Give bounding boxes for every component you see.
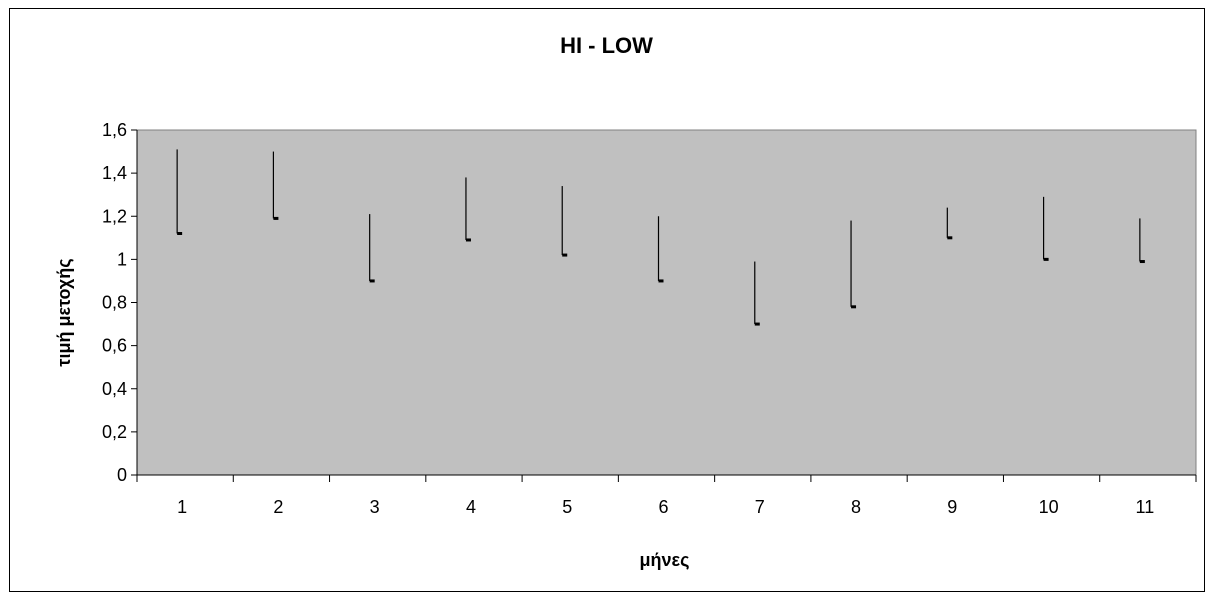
low-marker — [947, 236, 953, 240]
x-tick-label: 1 — [177, 497, 187, 517]
x-tick-label: 5 — [562, 497, 572, 517]
y-axis-title: τιμή μετοχής — [54, 258, 74, 366]
plot-area — [136, 129, 1197, 476]
low-marker — [273, 216, 279, 220]
low-marker — [369, 279, 375, 283]
low-marker — [851, 305, 857, 309]
y-tick-label: 0,4 — [102, 379, 127, 399]
y-tick-label: 1,2 — [102, 206, 127, 226]
low-marker — [658, 279, 664, 283]
x-tick-label: 6 — [658, 497, 668, 517]
y-tick-label: 1 — [117, 249, 127, 269]
x-axis-title: μήνες — [640, 550, 690, 570]
low-marker — [465, 238, 471, 242]
x-tick-label: 7 — [755, 497, 765, 517]
x-tick-label: 10 — [1039, 497, 1059, 517]
y-axis: 0 0,2 0,4 0,6 0,8 1 1,2 1,4 1,6 — [102, 120, 138, 485]
y-tick-label: 0 — [117, 465, 127, 485]
low-marker — [177, 232, 183, 235]
low-marker — [1139, 260, 1145, 264]
y-tick-label: 0,2 — [102, 422, 127, 442]
low-marker — [562, 253, 568, 257]
chart-title: HI - LOW — [560, 33, 653, 58]
hi-low-marks — [176, 149, 1145, 326]
x-tick-label: 9 — [947, 497, 957, 517]
x-axis: 1 2 3 4 5 6 7 8 9 10 11 — [136, 474, 1197, 517]
y-tick-label: 0,8 — [102, 293, 127, 313]
x-tick-label: 3 — [370, 497, 380, 517]
y-tick-label: 0,6 — [102, 336, 127, 356]
y-tick-label: 1,4 — [102, 163, 127, 183]
x-tick-label: 2 — [273, 497, 283, 517]
x-tick-label: 8 — [851, 497, 861, 517]
low-marker — [754, 322, 760, 326]
x-tick-label: 4 — [466, 497, 476, 517]
y-tick-label: 1,6 — [102, 120, 127, 140]
x-tick-label: 11 — [1136, 497, 1155, 517]
low-marker — [1043, 257, 1049, 261]
